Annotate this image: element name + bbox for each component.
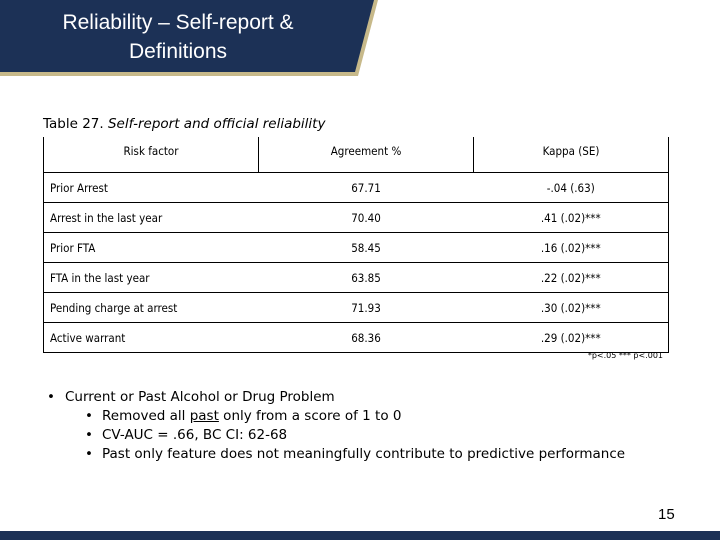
bullet-sub-1-underlined: past bbox=[189, 408, 219, 424]
slide-title-line-2: Definitions bbox=[128, 40, 228, 63]
table-caption-number: Table 27. bbox=[43, 116, 108, 132]
table-row: Prior Arrest 67.71 -.04 (.63) bbox=[43, 172, 669, 203]
table-row: Arrest in the last year 70.40 .41 (.02)*… bbox=[43, 202, 669, 233]
cell-agreement: 67.71 bbox=[258, 172, 474, 203]
cell-risk-factor: Pending charge at arrest bbox=[43, 292, 259, 323]
cell-agreement: 58.45 bbox=[258, 232, 474, 263]
bullet-list: Current or Past Alcohol or Drug Problem … bbox=[47, 388, 625, 464]
cell-kappa: -.04 (.63) bbox=[473, 172, 669, 203]
cell-kappa: .41 (.02)*** bbox=[473, 202, 669, 233]
header-agreement: Agreement % bbox=[258, 137, 474, 173]
cell-risk-factor: Arrest in the last year bbox=[43, 202, 259, 233]
cell-risk-factor: Active warrant bbox=[43, 322, 259, 353]
cell-kappa: .22 (.02)*** bbox=[473, 262, 669, 293]
table-caption: Table 27. Self-report and official relia… bbox=[43, 116, 325, 132]
cell-kappa: .29 (.02)*** bbox=[473, 322, 669, 353]
cell-kappa: .30 (.02)*** bbox=[473, 292, 669, 323]
table-row: FTA in the last year 63.85 .22 (.02)*** bbox=[43, 262, 669, 293]
title-banner-shape bbox=[0, 0, 378, 76]
slide-title-line-1: Reliability – Self-report & bbox=[62, 11, 294, 34]
page-number: 15 bbox=[658, 506, 675, 523]
cell-risk-factor: Prior Arrest bbox=[43, 172, 259, 203]
header-kappa: Kappa (SE) bbox=[473, 137, 669, 173]
bottom-bar bbox=[0, 531, 720, 540]
bullet-sub-1: Removed all past only from a score of 1 … bbox=[85, 407, 625, 426]
cell-agreement: 68.36 bbox=[258, 322, 474, 353]
cell-risk-factor: Prior FTA bbox=[43, 232, 259, 263]
cell-agreement: 70.40 bbox=[258, 202, 474, 233]
slide-title: Reliability – Self-report & Definitions bbox=[0, 8, 356, 66]
cell-agreement: 71.93 bbox=[258, 292, 474, 323]
bullet-sub-1-post: only from a score of 1 to 0 bbox=[218, 408, 402, 424]
cell-risk-factor: FTA in the last year bbox=[43, 262, 259, 293]
table-row: Prior FTA 58.45 .16 (.02)*** bbox=[43, 232, 669, 263]
title-banner: Reliability – Self-report & Definitions bbox=[0, 0, 378, 76]
cell-kappa: .16 (.02)*** bbox=[473, 232, 669, 263]
header-risk-factor: Risk factor bbox=[43, 137, 259, 173]
bullet-sub-1-pre: Removed all bbox=[102, 408, 190, 424]
table-row: Active warrant 68.36 .29 (.02)*** bbox=[43, 322, 669, 353]
table-footnote: *p<.05 *** p<.001 bbox=[587, 351, 663, 360]
cell-agreement: 63.85 bbox=[258, 262, 474, 293]
table-header-row: Risk factor Agreement % Kappa (SE) bbox=[43, 137, 669, 173]
reliability-table: Risk factor Agreement % Kappa (SE) Prior… bbox=[43, 137, 669, 353]
bullet-sub-2: CV-AUC = .66, BC CI: 62-68 bbox=[85, 426, 625, 445]
table-row: Pending charge at arrest 71.93 .30 (.02)… bbox=[43, 292, 669, 323]
bullet-sub-3: Past only feature does not meaningfully … bbox=[85, 445, 625, 464]
table-caption-title: Self-report and official reliability bbox=[107, 116, 326, 132]
bullet-main: Current or Past Alcohol or Drug Problem bbox=[47, 388, 625, 407]
